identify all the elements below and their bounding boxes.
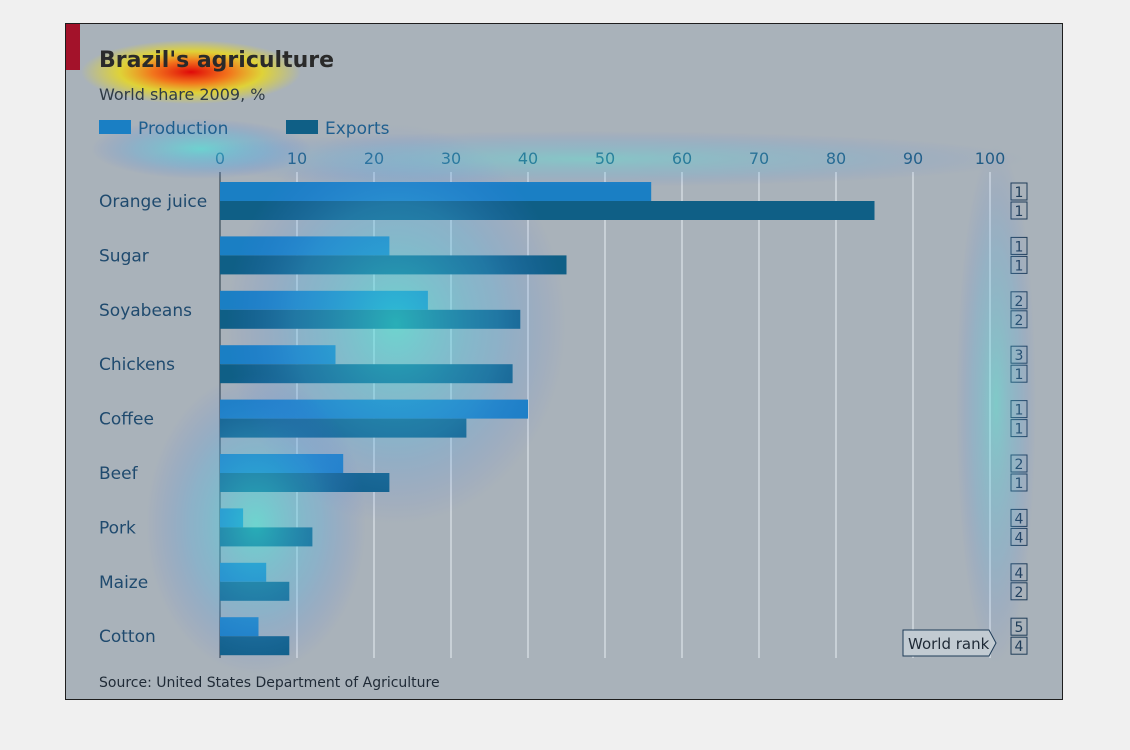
rank-value: 1 bbox=[1015, 185, 1024, 201]
x-tick-label: 10 bbox=[287, 149, 307, 168]
bar-production bbox=[220, 508, 244, 528]
rank-value: 4 bbox=[1015, 511, 1024, 527]
rank-value: 1 bbox=[1015, 422, 1024, 438]
x-tick-label: 20 bbox=[364, 149, 384, 168]
rank-value: 4 bbox=[1015, 639, 1024, 655]
rank-value: 2 bbox=[1015, 457, 1024, 473]
legend-swatch-production bbox=[99, 120, 131, 134]
bar-production bbox=[220, 454, 344, 473]
rank-value: 1 bbox=[1015, 367, 1024, 383]
category-label: Beef bbox=[99, 464, 139, 484]
chart-subtitle: World share 2009, % bbox=[99, 85, 265, 104]
bar-production bbox=[220, 236, 390, 256]
bar-production bbox=[220, 617, 259, 637]
legend-label-exports: Exports bbox=[325, 119, 390, 139]
x-tick-label: 40 bbox=[518, 149, 538, 168]
category-label: Chickens bbox=[99, 355, 175, 375]
x-tick-label: 60 bbox=[672, 149, 692, 168]
bar-exports bbox=[220, 309, 521, 329]
rank-value: 1 bbox=[1015, 476, 1024, 492]
category-label: Pork bbox=[99, 518, 136, 538]
category-label: Maize bbox=[99, 573, 148, 593]
bar-exports bbox=[220, 201, 875, 220]
bar-exports bbox=[220, 418, 467, 438]
bar-exports bbox=[220, 364, 513, 384]
category-label: Sugar bbox=[99, 246, 149, 266]
rank-value: 2 bbox=[1015, 294, 1024, 310]
x-tick-label: 30 bbox=[441, 149, 461, 168]
x-tick-label: 0 bbox=[215, 149, 225, 168]
rank-value: 4 bbox=[1015, 530, 1024, 546]
rank-value: 2 bbox=[1015, 313, 1024, 329]
x-tick-label: 100 bbox=[975, 149, 1006, 168]
bar-production bbox=[220, 290, 428, 310]
chart-title: Brazil's agriculture bbox=[99, 48, 334, 73]
rank-value: 5 bbox=[1015, 620, 1024, 636]
bar-production bbox=[220, 399, 528, 419]
bar-exports bbox=[220, 527, 313, 547]
bar-exports bbox=[220, 636, 290, 656]
category-label: Cotton bbox=[99, 627, 156, 647]
world-rank-callout: World rank bbox=[902, 629, 997, 657]
source-note: Source: United States Department of Agri… bbox=[99, 675, 440, 691]
bar-exports bbox=[220, 581, 290, 601]
bar-exports bbox=[220, 255, 567, 275]
rank-value: 1 bbox=[1015, 239, 1024, 255]
rank-value: 1 bbox=[1015, 204, 1024, 220]
rank-value: 2 bbox=[1015, 585, 1024, 601]
bar-exports bbox=[220, 473, 390, 492]
rank-value: 3 bbox=[1015, 348, 1024, 364]
x-tick-label: 50 bbox=[595, 149, 615, 168]
x-tick-label: 80 bbox=[826, 149, 846, 168]
bar-chart: 0 10 20 30 40 50 60 70 80 90 100 Orange juice Sugar… bbox=[66, 24, 1036, 691]
legend-swatch-exports bbox=[286, 120, 318, 134]
legend-label-production: Production bbox=[138, 119, 228, 139]
bar-production bbox=[220, 345, 336, 365]
rank-value: 1 bbox=[1015, 258, 1024, 274]
category-label: Orange juice bbox=[99, 192, 207, 212]
legend: Production Exports bbox=[99, 119, 390, 139]
category-label: Coffee bbox=[99, 410, 154, 430]
bar-production bbox=[220, 182, 652, 201]
world-rank-label: World rank bbox=[908, 635, 990, 653]
bar-production bbox=[220, 562, 267, 582]
rank-value: 4 bbox=[1015, 566, 1024, 582]
accent-bar bbox=[66, 24, 80, 70]
world-rank-arrow-box bbox=[902, 629, 997, 657]
chart-panel: 0 10 20 30 40 50 60 70 80 90 100 Orange juice Sugar… bbox=[65, 23, 1063, 700]
rank-value: 1 bbox=[1015, 403, 1024, 419]
category-label: Soyabeans bbox=[99, 301, 192, 321]
x-tick-label: 70 bbox=[749, 149, 769, 168]
x-tick-label: 90 bbox=[903, 149, 923, 168]
